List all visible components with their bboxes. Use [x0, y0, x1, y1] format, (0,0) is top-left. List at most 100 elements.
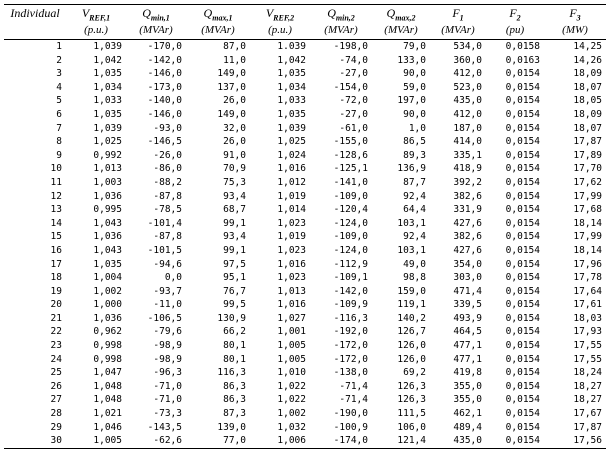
- table-cell: 18,24: [573, 367, 602, 379]
- table-cell: 1,039: [93, 122, 122, 134]
- table-cell: 187,0: [453, 122, 482, 134]
- table-cell: 1,035: [93, 108, 122, 120]
- header-subscript: 3: [576, 13, 581, 23]
- table-cell: 1,016: [277, 299, 306, 311]
- table-row: 12 1,036 -87,8 93,4 1,019 -109,0 92,4 382,6 0,01…: [4, 190, 606, 204]
- table-cell: 19: [50, 285, 62, 297]
- table-body: 1 1,039 -170,0 87,0 1.039 -198,0 79,0 534,0 0,01…: [4, 40, 606, 449]
- table-cell: 18,03: [573, 312, 602, 324]
- table-cell: 29: [50, 421, 62, 433]
- table-cell: -73,3: [153, 408, 182, 420]
- table-cell: 22: [50, 326, 62, 338]
- table-row: 22 0,962 -79,6 66,2 1,001 -192,0 126,7 464,5 0,0…: [4, 325, 606, 339]
- table-cell: 1,035: [277, 68, 306, 80]
- table-cell: 0,0163: [505, 54, 540, 66]
- header-unit: (MW): [562, 24, 588, 37]
- table-cell: 17,64: [573, 285, 602, 297]
- table-cell: 7: [56, 122, 62, 134]
- table-cell: -96,3: [153, 367, 182, 379]
- table-row: 16 1,043 -101,5 99,1 1,023 -124,0 103,1 427,6 0,…: [4, 244, 606, 258]
- table-cell: 28: [50, 408, 62, 420]
- table-cell: 0,0154: [505, 176, 540, 188]
- table-cell: 103,1: [397, 244, 426, 256]
- column-header: Qmin,2 (MVAr): [310, 5, 372, 40]
- table-cell: 24: [50, 353, 62, 365]
- header-unit: (MVAr): [384, 24, 418, 37]
- table-cell: 75,3: [223, 176, 246, 188]
- table-cell: 2: [56, 54, 62, 66]
- table-cell: 17,61: [573, 299, 602, 311]
- table-cell: 1,034: [277, 81, 306, 93]
- table-cell: 17,96: [573, 258, 602, 270]
- table-cell: 0,0154: [505, 136, 540, 148]
- table-cell: 92,4: [403, 190, 426, 202]
- table-cell: 80,1: [223, 340, 246, 352]
- table-cell: 159,0: [397, 285, 426, 297]
- table-row: 2 1,042 -142,0 11,0 1,042 -74,0 133,0 360,0 0,01…: [4, 54, 606, 68]
- table-cell: 17,87: [573, 421, 602, 433]
- table-cell: -72,0: [339, 95, 368, 107]
- header-subscript: min,1: [150, 13, 170, 23]
- table-cell: -190,0: [333, 408, 368, 420]
- table-cell: 98,8: [403, 272, 426, 284]
- table-cell: 106,0: [397, 421, 426, 433]
- table-cell: 0,0154: [505, 408, 540, 420]
- table-cell: 18,07: [573, 122, 602, 134]
- table-cell: -109,1: [333, 272, 368, 284]
- table-cell: 382,6: [453, 190, 482, 202]
- table-cell: -93,0: [153, 122, 182, 134]
- table-cell: 92,4: [403, 231, 426, 243]
- column-header: F3 (MW): [544, 5, 606, 40]
- header-symbol: Q: [327, 6, 336, 20]
- table-cell: 0,0154: [505, 421, 540, 433]
- table-cell: 18,05: [573, 95, 602, 107]
- table-cell: -78,5: [153, 204, 182, 216]
- table-cell: 70,9: [223, 163, 246, 175]
- table-cell: -172,0: [333, 340, 368, 352]
- table-cell: 0,0154: [505, 299, 540, 311]
- table-cell: 69,2: [403, 367, 426, 379]
- table-cell: 17: [50, 258, 62, 270]
- header-unit: (p.u.): [268, 24, 292, 37]
- header-subscript: max,2: [395, 13, 416, 23]
- table-cell: 18,09: [573, 108, 602, 120]
- table-cell: 59,0: [403, 81, 426, 93]
- table-cell: 419,8: [453, 367, 482, 379]
- table-cell: 10: [50, 163, 62, 175]
- table-cell: 1,002: [277, 408, 306, 420]
- table-cell: 13: [50, 204, 62, 216]
- table-cell: 0,992: [93, 149, 122, 161]
- table-cell: 149,0: [217, 68, 246, 80]
- table-row: 21 1,036 -106,5 130,9 1,027 -116,3 140,2 493,9 0…: [4, 312, 606, 326]
- table-cell: -170,0: [147, 41, 182, 52]
- column-header: F1 (MVAr): [430, 5, 486, 40]
- table-cell: 477,1: [453, 353, 482, 365]
- table-cell: -61,0: [339, 122, 368, 134]
- table-row: 6 1,035 -146,0 149,0 1,035 -27,0 90,0 412,0 0,01…: [4, 108, 606, 122]
- table-cell: -26,0: [153, 149, 182, 161]
- table-cell: -154,0: [333, 81, 368, 93]
- table-cell: 130,9: [217, 312, 246, 324]
- table-cell: -27,0: [339, 108, 368, 120]
- table-cell: 126,0: [397, 353, 426, 365]
- table-cell: -88,2: [153, 176, 182, 188]
- table-cell: 14: [50, 217, 62, 229]
- table-cell: 197,0: [397, 95, 426, 107]
- table-cell: 427,6: [453, 217, 482, 229]
- table-cell: 99,1: [223, 217, 246, 229]
- table-cell: 1,035: [93, 258, 122, 270]
- table-cell: 18: [50, 272, 62, 284]
- table-cell: 90,0: [403, 68, 426, 80]
- table-cell: -146,0: [147, 68, 182, 80]
- table-cell: -174,0: [333, 435, 368, 447]
- table-cell: -143,5: [147, 421, 182, 433]
- table-cell: 1,021: [93, 408, 122, 420]
- table-cell: 0,0154: [505, 272, 540, 284]
- table-cell: 32,0: [223, 122, 246, 134]
- table-cell: 18,07: [573, 81, 602, 93]
- table-cell: -146,5: [147, 136, 182, 148]
- table-cell: 464,5: [453, 326, 482, 338]
- table-cell: 17,68: [573, 204, 602, 216]
- table-row: 28 1,021 -73,3 87,3 1,002 -190,0 111,5 462,1 0,0…: [4, 407, 606, 421]
- column-header: VREF,1 (p.u.): [66, 5, 126, 40]
